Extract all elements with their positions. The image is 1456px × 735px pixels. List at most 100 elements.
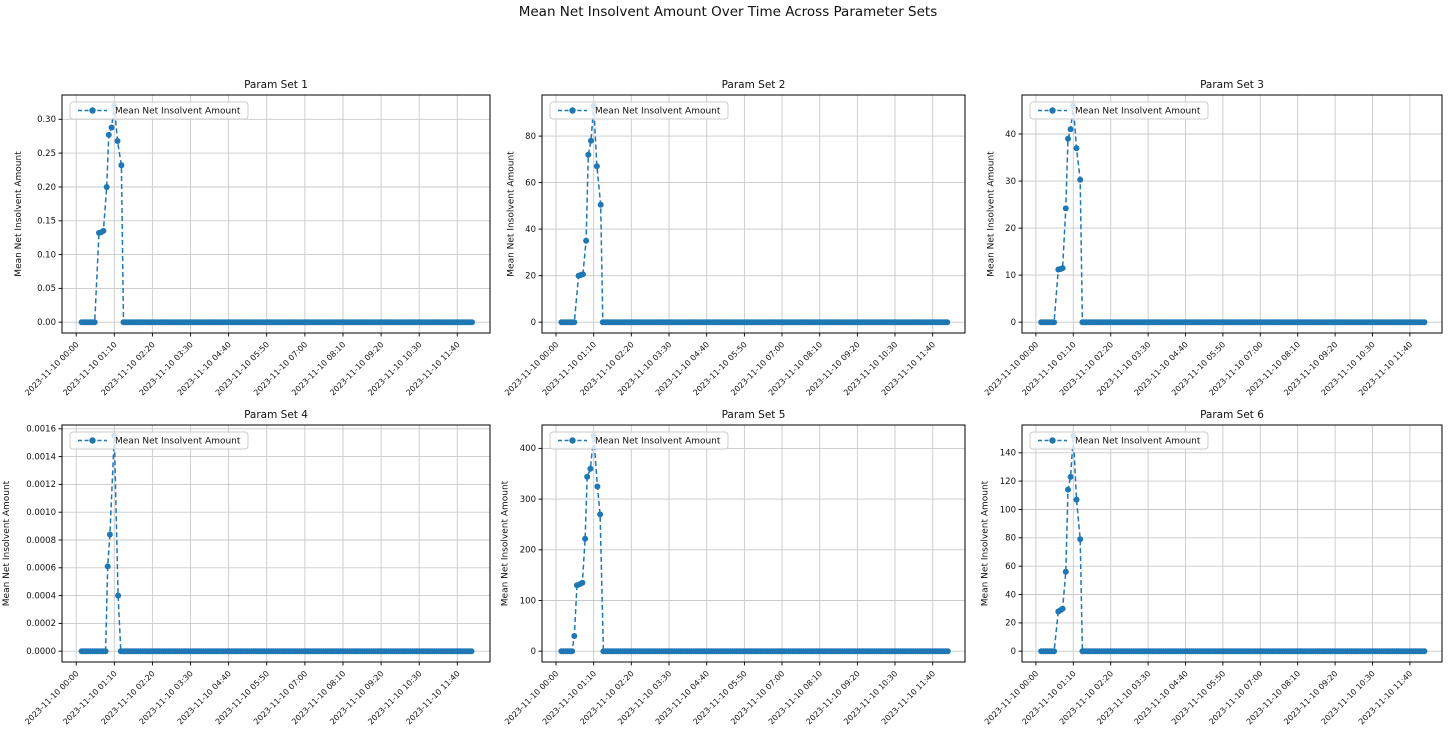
- legend-label: Mean Net Insolvent Amount: [1075, 107, 1201, 117]
- y-tick-label: 0.0014: [26, 452, 56, 462]
- legend-box: [69, 431, 249, 450]
- data-point-marker: [571, 633, 578, 639]
- data-point-marker: [1077, 176, 1084, 183]
- y-axis-label: Mean Net Insolvent Amount: [980, 480, 990, 606]
- legend-label: Mean Net Insolvent Amount: [595, 437, 721, 447]
- subplot-title: Param Set 4: [244, 409, 308, 421]
- y-tick-label: 0.0016: [26, 425, 56, 435]
- legend-label: Mean Net Insolvent Amount: [115, 437, 241, 447]
- data-point-marker: [569, 648, 576, 655]
- y-tick-label: 0.0012: [26, 480, 56, 490]
- series-dashed-line: [1041, 435, 1425, 652]
- series-dashed-line: [81, 435, 472, 652]
- subplot-title: Param Set 5: [722, 409, 786, 421]
- y-tick-label: 0.0010: [26, 508, 56, 518]
- legend-marker-icon: [569, 437, 576, 444]
- data-point-marker: [468, 648, 475, 655]
- y-tick-label: 300: [520, 495, 536, 505]
- data-point-marker: [1059, 265, 1066, 272]
- subplot-title: Param Set 2: [722, 79, 786, 91]
- y-tick-label: 200: [520, 546, 536, 556]
- data-point-marker: [1067, 473, 1074, 480]
- axes-border: [541, 424, 966, 663]
- axes-border: [541, 94, 966, 334]
- y-tick-label: 60: [525, 178, 536, 188]
- legend-marker-icon: [89, 437, 96, 444]
- data-point-marker: [1065, 486, 1071, 493]
- data-point-marker: [571, 319, 578, 326]
- legend-marker-icon: [569, 107, 576, 114]
- legend-marker-icon: [89, 107, 96, 114]
- y-tick-label: 0: [531, 318, 536, 328]
- y-tick-label: 120: [1000, 477, 1016, 487]
- data-point-marker: [118, 162, 125, 169]
- legend-marker-icon: [1049, 437, 1056, 444]
- y-tick-label: 0.0004: [26, 591, 56, 601]
- data-point-marker: [115, 592, 122, 599]
- y-tick-label: 20: [1005, 619, 1016, 629]
- data-point-marker: [106, 531, 113, 538]
- data-point-marker: [104, 563, 111, 570]
- legend-box: [549, 431, 729, 450]
- y-axis-label: Mean Net Insolvent Amount: [2, 480, 12, 606]
- data-point-marker: [1051, 648, 1058, 655]
- y-tick-label: 60: [1005, 562, 1016, 572]
- legend-label: Mean Net Insolvent Amount: [1075, 437, 1201, 447]
- y-tick-label: 400: [520, 444, 536, 454]
- y-tick-label: 0.20: [37, 183, 56, 193]
- data-point-marker: [1421, 319, 1428, 326]
- y-tick-label: 80: [1005, 534, 1016, 544]
- legend-label: Mean Net Insolvent Amount: [115, 107, 241, 117]
- series-dashed-line: [561, 435, 948, 652]
- y-tick-label: 40: [1005, 590, 1016, 600]
- data-point-marker: [594, 483, 601, 490]
- subplot-title: Param Set 3: [1200, 79, 1264, 91]
- data-point-marker: [1073, 496, 1080, 503]
- data-point-marker: [1062, 205, 1069, 212]
- y-tick-label: 0: [1011, 647, 1016, 657]
- data-point-marker: [102, 648, 109, 655]
- data-point-marker: [583, 237, 590, 244]
- y-tick-label: 0.0000: [26, 647, 56, 657]
- data-point-marker: [588, 137, 594, 144]
- data-point-marker: [597, 511, 604, 518]
- y-tick-label: 0.05: [37, 284, 56, 294]
- legend-box: [1029, 431, 1209, 450]
- y-axis-label: Mean Net Insolvent Amount: [987, 151, 997, 277]
- legend: Mean Net Insolvent Amount: [69, 101, 249, 120]
- legend: Mean Net Insolvent Amount: [69, 431, 249, 450]
- y-tick-label: 20: [525, 272, 536, 282]
- y-tick-label: 0.15: [37, 217, 56, 227]
- y-tick-label: 0.25: [37, 149, 56, 159]
- y-tick-label: 40: [525, 225, 536, 235]
- legend-label: Mean Net Insolvent Amount: [595, 107, 721, 117]
- figure-title: Mean Net Insolvent Amount Over Time Acro…: [518, 4, 938, 20]
- legend: Mean Net Insolvent Amount: [549, 101, 729, 120]
- y-tick-label: 0.00: [37, 318, 56, 328]
- legend: Mean Net Insolvent Amount: [1029, 101, 1209, 120]
- y-tick-label: 80: [525, 132, 536, 142]
- data-point-marker: [579, 579, 586, 586]
- y-tick-label: 0: [531, 647, 536, 657]
- data-point-marker: [108, 124, 115, 131]
- data-point-marker: [944, 648, 951, 655]
- legend-box: [69, 101, 249, 120]
- y-tick-label: 0.0002: [26, 619, 56, 629]
- data-point-marker: [105, 131, 112, 138]
- y-tick-label: 0.0006: [26, 564, 56, 574]
- y-tick-label: 30: [1005, 177, 1016, 187]
- data-point-marker: [1062, 568, 1069, 575]
- y-tick-label: 0: [1011, 318, 1016, 328]
- y-axis-label: Mean Net Insolvent Amount: [500, 480, 510, 606]
- data-point-marker: [587, 465, 594, 472]
- y-tick-label: 10: [1005, 271, 1016, 281]
- data-point-marker: [100, 227, 107, 234]
- data-point-marker: [584, 473, 591, 480]
- axes-border: [1021, 94, 1443, 334]
